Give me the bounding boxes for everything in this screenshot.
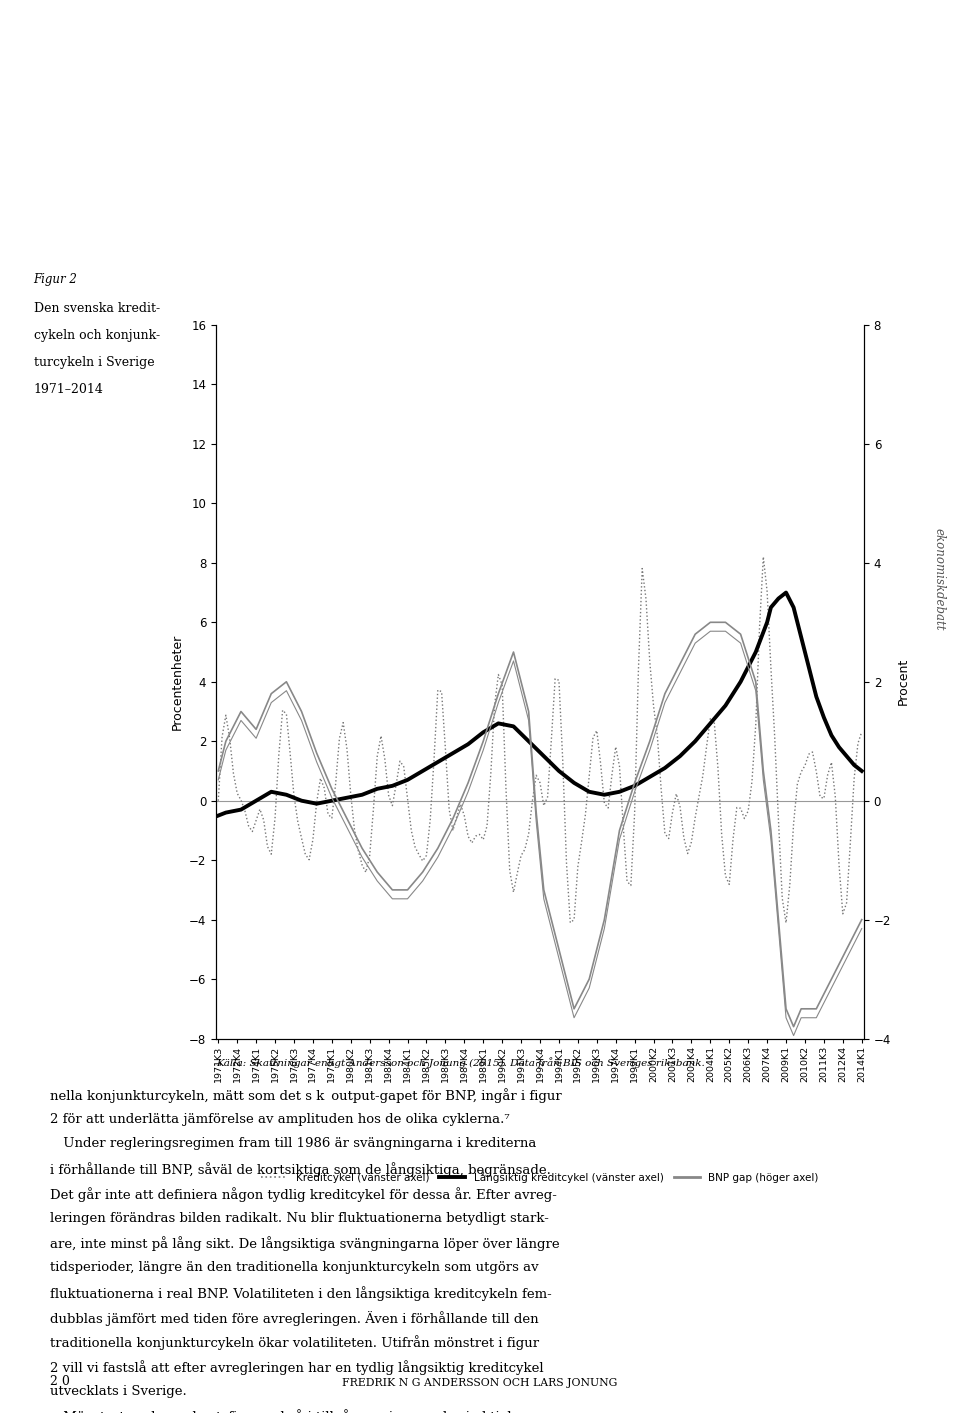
Text: Figur 2: Figur 2: [34, 273, 78, 285]
BNP gap (höger axel): [796, 1000, 807, 1017]
BNP gap (höger axel): [788, 1019, 800, 1036]
Kreditcykel (vänster axel): [796, 763, 807, 780]
Långsiktig kreditcykel (vänster axel): [591, 784, 603, 801]
Långsiktig kreditcykel (vänster axel): [780, 584, 792, 601]
BNP gap (höger axel): [591, 941, 603, 958]
BNP gap (höger axel): [212, 763, 224, 780]
Text: cykeln och konjunk-: cykeln och konjunk-: [34, 329, 159, 342]
Line: BNP gap (höger axel): BNP gap (höger axel): [218, 622, 862, 1027]
Text: FREDRIK N G ANDERSSON OCH LARS JONUNG: FREDRIK N G ANDERSSON OCH LARS JONUNG: [343, 1378, 617, 1388]
BNP gap (höger axel): [663, 678, 675, 695]
Text: Källa: Skattningar enligt Andersson och Jonung (2015). Data från BIS och Sverige: Källa: Skattningar enligt Andersson och …: [216, 1057, 705, 1068]
Långsiktig kreditcykel (vänster axel): [757, 623, 769, 640]
Y-axis label: Procentenheter: Procentenheter: [170, 633, 183, 731]
Text: Den svenska kredit-: Den svenska kredit-: [34, 302, 159, 315]
Text: 1971–2014: 1971–2014: [34, 383, 104, 396]
Långsiktig kreditcykel (vänster axel): [792, 613, 804, 630]
Text: dubblas jämfört med tiden före avregleringen. Även i förhållande till den: dubblas jämfört med tiden före avregleri…: [50, 1311, 539, 1325]
Text: 2 vill vi fastslå att efter avregleringen har en tydlig långsiktig kreditcykel: 2 vill vi fastslå att efter avregleringe…: [50, 1359, 543, 1375]
Text: nella konjunkturcykeln, mätt som det s k  output-gapet för BNP, ingår i figur: nella konjunkturcykeln, mätt som det s k…: [50, 1088, 562, 1104]
Långsiktig kreditcykel (vänster axel): [212, 807, 224, 824]
Kreditcykel (vänster axel): [212, 793, 224, 810]
Kreditcykel (vänster axel): [856, 723, 868, 740]
BNP gap (höger axel): [761, 793, 773, 810]
Kreditcykel (vänster axel): [757, 548, 769, 565]
Text: turcykeln i Sverige: turcykeln i Sverige: [34, 356, 155, 369]
BNP gap (höger axel): [705, 613, 716, 630]
Text: are, inte minst på lång sikt. De långsiktiga svängningarna löper över längre: are, inte minst på lång sikt. De långsik…: [50, 1236, 560, 1252]
Text: tidsperioder, längre än den traditionella konjunkturcykeln som utgörs av: tidsperioder, längre än den traditionell…: [50, 1260, 539, 1275]
Långsiktig kreditcykel (vänster axel): [663, 756, 675, 773]
Kreditcykel (vänster axel): [591, 722, 603, 739]
Text: fluktuationerna i real BNP. Volatiliteten i den långsiktiga kreditcykeln fem-: fluktuationerna i real BNP. Volatilitete…: [50, 1286, 552, 1301]
BNP gap (höger axel): [330, 788, 342, 805]
BNP gap (höger axel): [856, 911, 868, 928]
Line: Kreditcykel (vänster axel): Kreditcykel (vänster axel): [218, 557, 862, 923]
Text: leringen förändras bilden radikalt. Nu blir fluktuationerna betydligt stark-: leringen förändras bilden radikalt. Nu b…: [50, 1211, 549, 1225]
Långsiktig kreditcykel (vänster axel): [613, 783, 625, 800]
Text: traditionella konjunkturcykeln ökar volatiliteten. Utifrån mönstret i figur: traditionella konjunkturcykeln ökar vola…: [50, 1335, 540, 1351]
Långsiktig kreditcykel (vänster axel): [856, 763, 868, 780]
Långsiktig kreditcykel (vänster axel): [330, 791, 342, 808]
Text: 2 0: 2 0: [50, 1375, 70, 1388]
Text: Det går inte att definiera någon tydlig kreditcykel för dessa år. Efter avreg-: Det går inte att definiera någon tydlig …: [50, 1187, 557, 1202]
Text: utvecklats i Sverige.: utvecklats i Sverige.: [50, 1385, 186, 1397]
Kreditcykel (vänster axel): [330, 776, 342, 793]
Text: ekonomiskdebatt: ekonomiskdebatt: [932, 528, 946, 630]
Legend: Kreditcykel (vänster axel), Långsiktig kreditcykel (vänster axel), BNP gap (höge: Kreditcykel (vänster axel), Långsiktig k…: [257, 1167, 823, 1187]
Kreditcykel (vänster axel): [613, 757, 625, 774]
Line: Långsiktig kreditcykel (vänster axel): Långsiktig kreditcykel (vänster axel): [218, 592, 862, 815]
Text: Under regleringsregimen fram till 1986 är svängningarna i krediterna: Under regleringsregimen fram till 1986 ä…: [50, 1137, 537, 1150]
Text: Mönstret av  boom-bust  finns också i tillgångspriserna, dvs i aktiekurser: Mönstret av boom-bust finns också i till…: [50, 1410, 551, 1413]
BNP gap (höger axel): [613, 822, 625, 839]
Kreditcykel (vänster axel): [663, 829, 675, 846]
Text: 2 för att underlätta jämförelse av amplituden hos de olika cyklerna.⁷: 2 för att underlätta jämförelse av ampli…: [50, 1113, 510, 1126]
Kreditcykel (vänster axel): [780, 914, 792, 931]
Kreditcykel (vänster axel): [761, 584, 773, 601]
Text: i förhållande till BNP, såväl de kortsiktiga som de långsiktiga, begränsade.: i förhållande till BNP, såväl de kortsik…: [50, 1161, 551, 1177]
Y-axis label: Procent: Procent: [897, 658, 910, 705]
